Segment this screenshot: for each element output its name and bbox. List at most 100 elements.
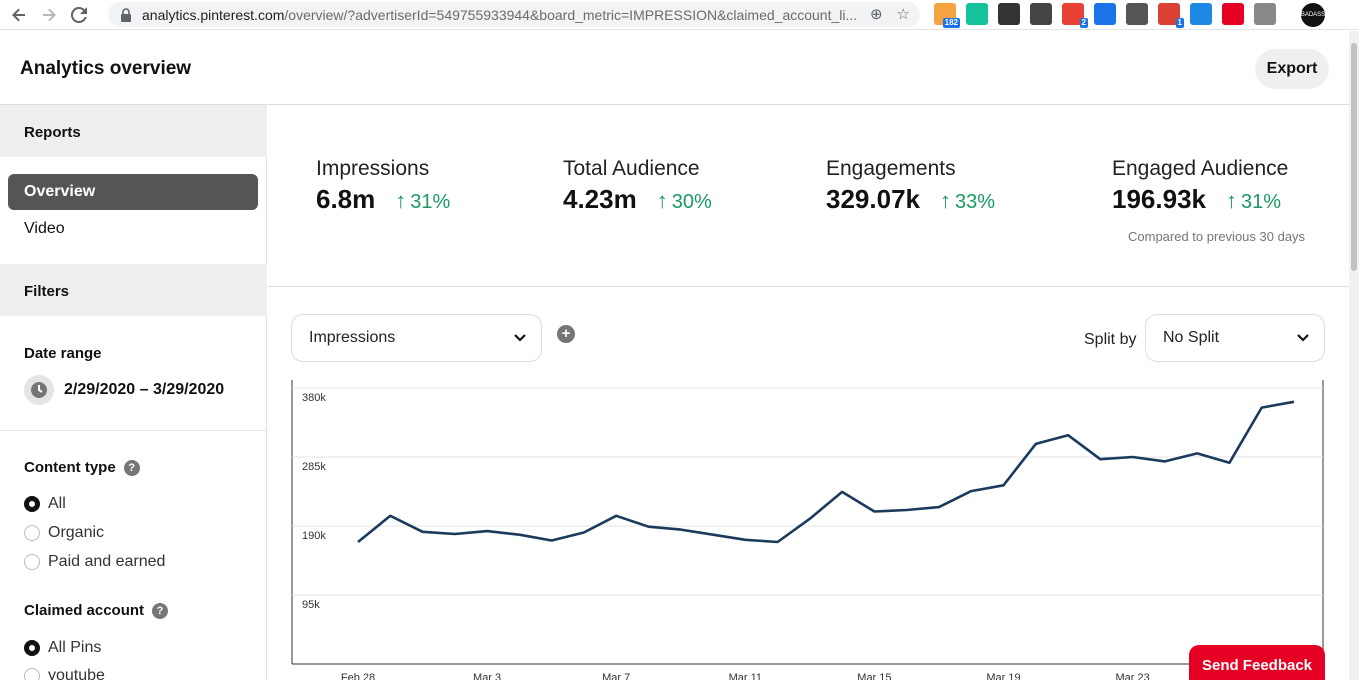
cycling-icon[interactable] <box>1254 3 1276 25</box>
content-type-all[interactable]: All <box>24 495 66 513</box>
send-feedback-button[interactable]: Send Feedback <box>1189 645 1325 680</box>
arrow-up-icon: ↑ <box>939 188 951 213</box>
split-select-value: No Split <box>1163 329 1220 346</box>
metric-value: 6.8m <box>316 184 376 214</box>
chevron-down-icon <box>1297 334 1309 342</box>
claimed-account-all-pins[interactable]: All Pins <box>24 639 101 657</box>
profile-avatar[interactable]: BADASS <box>1301 3 1325 27</box>
extensions-bar: 182 2 1 <box>934 3 1276 28</box>
m-icon[interactable] <box>1030 3 1052 25</box>
content-type-paid-earned[interactable]: Paid and earned <box>24 553 165 571</box>
metric-change: 33% <box>954 191 996 213</box>
metric-total-audience[interactable]: Total Audience 4.23m ↑ 30% <box>563 157 712 215</box>
radio-checked-icon[interactable] <box>24 496 40 512</box>
scrollbar-thumb[interactable] <box>1351 43 1357 271</box>
filters-section-header: Filters <box>0 264 267 316</box>
browser-toolbar: analytics.pinterest.com/overview/?advert… <box>0 0 1359 30</box>
back-icon[interactable] <box>8 4 30 26</box>
star-icon[interactable]: ☆ <box>896 6 910 23</box>
page-header: Analytics overview Export <box>0 31 1349 105</box>
radio-label: Organic <box>48 524 105 541</box>
claimed-account-youtube[interactable]: youtube <box>24 667 105 680</box>
metric-select-value: Impressions <box>309 329 396 346</box>
help-icon[interactable]: ? <box>152 603 169 619</box>
page-title: Analytics overview <box>20 58 192 79</box>
extension-badge: 1 <box>1175 18 1184 28</box>
metric-impressions[interactable]: Impressions 6.8m ↑ 31% <box>316 157 450 215</box>
split-by-label: Split by <box>1084 331 1137 348</box>
metric-engagements[interactable]: Engagements 329.07k ↑ 33% <box>826 157 995 215</box>
y-tick-label: 95k <box>302 599 320 611</box>
x-tick-label: Mar 7 <box>602 672 630 680</box>
wing-icon[interactable] <box>1190 3 1212 25</box>
date-range-label: Date range <box>24 345 102 362</box>
nav-item-overview[interactable]: Overview <box>8 174 258 210</box>
x-tick-label: Mar 19 <box>986 672 1020 680</box>
s-icon[interactable] <box>1094 3 1116 25</box>
radio-checked-icon[interactable] <box>24 640 40 656</box>
cloud-download-icon[interactable] <box>1126 3 1148 25</box>
colorzilla-icon[interactable]: 2 <box>1062 3 1088 28</box>
radio-unchecked-icon[interactable] <box>24 554 40 570</box>
line-chart: 380k 285k 190k 95k Feb 28 Mar 3 Mar 7 Mar 11 Mar… <box>291 380 1324 680</box>
radio-label: All Pins <box>48 639 102 656</box>
content-type-label: Content type? <box>24 459 140 476</box>
divider <box>0 430 267 431</box>
help-icon[interactable]: ? <box>123 460 140 476</box>
metric-value: 196.93k <box>1112 184 1206 214</box>
flag-icon[interactable] <box>998 3 1020 25</box>
date-range-value: 2/29/2020 – 3/29/2020 <box>64 381 225 398</box>
url-path: /overview/?advertiserId=549755933944&boa… <box>284 6 858 23</box>
nav-item-video[interactable]: Video <box>24 220 65 237</box>
x-tick-label: Mar 3 <box>473 672 501 680</box>
radio-unchecked-icon[interactable] <box>24 668 40 680</box>
reload-icon[interactable] <box>68 4 90 26</box>
scrollbar[interactable] <box>1349 31 1359 680</box>
y-tick-label: 190k <box>302 530 326 542</box>
metric-label: Engaged Audience <box>1112 157 1289 180</box>
export-button[interactable]: Export <box>1255 49 1329 89</box>
rss-icon[interactable]: 182 <box>934 3 960 28</box>
metric-engaged-audience[interactable]: Engaged Audience 196.93k ↑ 31% <box>1112 157 1288 215</box>
metric-label: Engagements <box>826 157 956 180</box>
metrics-summary: Impressions 6.8m ↑ 31% Total Audience 4.2… <box>268 105 1349 287</box>
metric-change: 31% <box>410 191 451 213</box>
radio-unchecked-icon[interactable] <box>24 525 40 541</box>
x-tick-label: Mar 15 <box>857 672 891 680</box>
extension-badge: 182 <box>942 18 960 28</box>
todoist-icon[interactable]: 1 <box>1158 3 1184 28</box>
add-circle-icon[interactable]: ⊕ <box>869 6 883 23</box>
metric-change: 31% <box>1240 191 1282 213</box>
series-line <box>357 400 1295 544</box>
lock-icon <box>121 7 131 22</box>
split-select[interactable]: No Split <box>1145 314 1325 362</box>
pinterest-icon[interactable] <box>1222 3 1244 25</box>
impressions-chart: 380k 285k 190k 95k Feb 28 Mar 3 Mar 7 Mar 11 Mar… <box>291 379 1325 680</box>
metric-change: 30% <box>671 191 712 213</box>
grammarly-icon[interactable] <box>966 3 988 25</box>
address-bar[interactable]: analytics.pinterest.com/overview/?advert… <box>108 2 920 27</box>
radio-label: youtube <box>48 667 105 680</box>
forward-icon[interactable] <box>38 4 60 26</box>
sidebar: Reports Overview Video Filters Date rang… <box>0 105 267 680</box>
metric-select[interactable]: Impressions <box>291 314 542 362</box>
arrow-up-icon: ↑ <box>395 188 407 213</box>
claimed-account-text: Claimed account <box>24 602 145 619</box>
chevron-down-icon <box>514 334 526 342</box>
arrow-up-icon: ↑ <box>1225 188 1237 213</box>
reports-section-header: Reports <box>0 105 267 157</box>
metric-value: 4.23m <box>563 184 637 214</box>
y-tick-label: 380k <box>302 392 326 404</box>
content-type-organic[interactable]: Organic <box>24 524 104 542</box>
add-metric-icon[interactable]: + <box>557 325 575 343</box>
content-type-text: Content type <box>24 459 116 476</box>
metric-value: 329.07k <box>826 184 920 214</box>
metric-label: Total Audience <box>563 157 700 180</box>
arrow-up-icon: ↑ <box>656 188 668 213</box>
url-host: analytics.pinterest.com <box>142 6 285 23</box>
x-tick-label: Mar 11 <box>729 672 762 680</box>
claimed-account-label: Claimed account? <box>24 602 169 619</box>
date-range-picker[interactable]: 2/29/2020 – 3/29/2020 <box>24 375 224 405</box>
extension-badge: 2 <box>1079 18 1088 28</box>
clock-icon <box>24 375 54 405</box>
